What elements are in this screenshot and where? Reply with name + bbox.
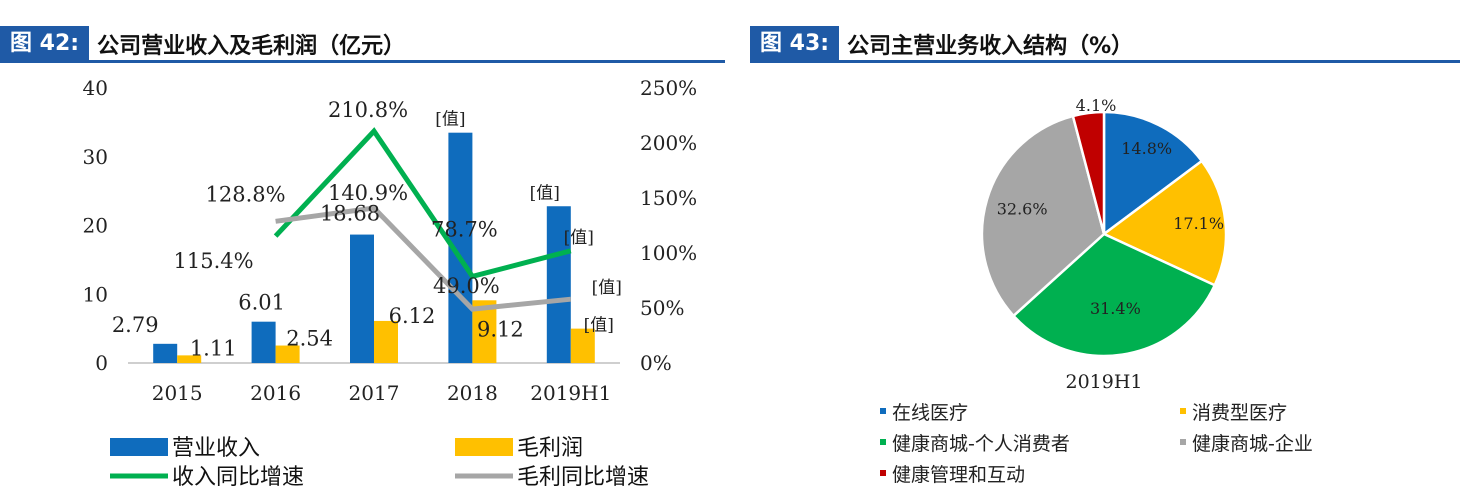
legend-swatch bbox=[880, 439, 886, 445]
chart-title: 公司主营业务收入结构（%） bbox=[847, 34, 1134, 59]
legend-swatch bbox=[1180, 408, 1186, 414]
revenue-data-label: 6.01 bbox=[238, 291, 285, 315]
figure-number: 图 43: bbox=[750, 26, 840, 62]
legend-swatch bbox=[880, 408, 886, 414]
revenue-bar bbox=[153, 343, 178, 363]
gross-profit-bar bbox=[570, 328, 595, 363]
legend-label: 健康管理和互动 bbox=[892, 464, 1025, 486]
legend-swatch bbox=[455, 438, 513, 456]
gross-profit-data-label: 6.12 bbox=[389, 304, 436, 328]
legend-swatch bbox=[110, 438, 168, 456]
pie-slice bbox=[1102, 110, 1204, 237]
y-right-tick-label: 150% bbox=[640, 186, 697, 210]
x-tick-label: 2017 bbox=[349, 381, 400, 405]
pie-slice bbox=[1101, 159, 1228, 287]
gross-profit-data-label: 1.11 bbox=[190, 336, 237, 360]
x-tick-label: 2019H1 bbox=[530, 381, 611, 405]
pie-data-label: 14.8% bbox=[1121, 139, 1172, 158]
legend-label: 在线医疗 bbox=[892, 402, 968, 424]
y-right-tick-label: 200% bbox=[640, 131, 697, 155]
y-right-tick-label: 250% bbox=[640, 76, 697, 100]
x-tick-label: 2018 bbox=[447, 381, 498, 405]
figure-header: 图 42: 公司营业收入及毛利润（亿元） bbox=[0, 26, 405, 62]
legend-label: 健康商城-企业 bbox=[1192, 433, 1313, 455]
revenue-data-label: 18.68 bbox=[320, 202, 380, 226]
legend-label: 健康商城-个人消费者 bbox=[892, 433, 1070, 455]
structure-chart-panel: 图 43: 公司主营业务收入结构（%） 14.8% 17.1% 31.4% 32.6%… bbox=[750, 0, 1465, 491]
x-tick-label: 2016 bbox=[250, 381, 301, 405]
pie-chart: 14.8% 17.1% 31.4% 32.6% 4.1% 2019H1 在线医疗 消费型医疗健… bbox=[880, 96, 1313, 486]
gross-profit-growth-label: 128.8% bbox=[206, 182, 286, 206]
header-rule bbox=[750, 60, 1460, 63]
pie-data-label: 31.4% bbox=[1090, 299, 1141, 318]
gross-profit-growth-label: [值] bbox=[592, 278, 622, 298]
figure-number: 图 42: bbox=[0, 26, 90, 62]
gross-profit-growth-line bbox=[275, 205, 572, 312]
gross-profit-data-label: 2.54 bbox=[286, 327, 333, 351]
y-right-tick-label: 100% bbox=[640, 241, 697, 265]
gross-profit-data-label: [值] bbox=[584, 316, 614, 336]
gross-profit-data-label: 9.12 bbox=[477, 317, 524, 341]
bar-line-chart: 0 10 20 30 40 0% 50% 100% 150% 200% 250% 2015 2016 20… bbox=[83, 76, 698, 490]
y-left-tick-label: 0 bbox=[95, 351, 108, 375]
revenue-bar bbox=[546, 206, 571, 363]
pie-slice bbox=[1071, 110, 1106, 235]
revenue-growth-label: 115.4% bbox=[174, 249, 254, 273]
revenue-growth-label: [值] bbox=[564, 228, 594, 248]
y-right-tick-label: 0% bbox=[640, 351, 672, 375]
pie-data-label: 4.1% bbox=[1076, 96, 1117, 115]
revenue-bar bbox=[350, 234, 374, 363]
legend-label: 营业收入 bbox=[172, 436, 260, 461]
legend-label: 消费型医疗 bbox=[1192, 402, 1287, 424]
pie-slice bbox=[1011, 232, 1217, 358]
legend-swatch bbox=[1180, 439, 1186, 445]
pie-category-label: 2019H1 bbox=[1065, 371, 1142, 393]
revenue-data-label: 2.79 bbox=[112, 313, 159, 337]
y-right-tick-label: 50% bbox=[640, 296, 684, 320]
revenue-chart-panel: 图 42: 公司营业收入及毛利润（亿元） 0 10 20 30 40 0% 50% 100% 1… bbox=[0, 0, 730, 491]
revenue-growth-label: 78.7% bbox=[431, 217, 498, 241]
y-left-tick-label: 20 bbox=[83, 214, 108, 238]
figure-header: 图 43: 公司主营业务收入结构（%） bbox=[750, 26, 1133, 62]
revenue-growth-label: 210.8% bbox=[328, 98, 408, 122]
y-left-tick-label: 30 bbox=[83, 145, 108, 169]
pie-slice bbox=[980, 114, 1106, 318]
y-left-tick-label: 40 bbox=[83, 76, 108, 100]
header-rule bbox=[0, 60, 725, 63]
gross-profit-bar bbox=[177, 355, 202, 363]
gross-profit-bar bbox=[374, 320, 398, 363]
revenue-data-label: [值] bbox=[530, 183, 560, 203]
legend-swatch bbox=[880, 470, 886, 476]
revenue-growth-line bbox=[273, 127, 572, 280]
gross-profit-bar bbox=[275, 345, 300, 363]
legend-label: 毛利润 bbox=[517, 436, 583, 461]
revenue-data-label: [值] bbox=[435, 110, 465, 130]
legend-label: 收入同比增速 bbox=[172, 465, 304, 490]
pie-data-label: 17.1% bbox=[1173, 214, 1224, 233]
revenue-bar bbox=[251, 321, 276, 363]
chart-title: 公司营业收入及毛利润（亿元） bbox=[97, 34, 406, 59]
gross-profit-growth-label: 140.9% bbox=[328, 181, 408, 205]
gross-profit-growth-label: 49.0% bbox=[433, 274, 500, 298]
pie-data-label: 32.6% bbox=[997, 200, 1048, 219]
y-left-tick-label: 10 bbox=[83, 282, 108, 306]
x-tick-label: 2015 bbox=[152, 381, 203, 405]
legend-label: 毛利同比增速 bbox=[517, 465, 649, 490]
